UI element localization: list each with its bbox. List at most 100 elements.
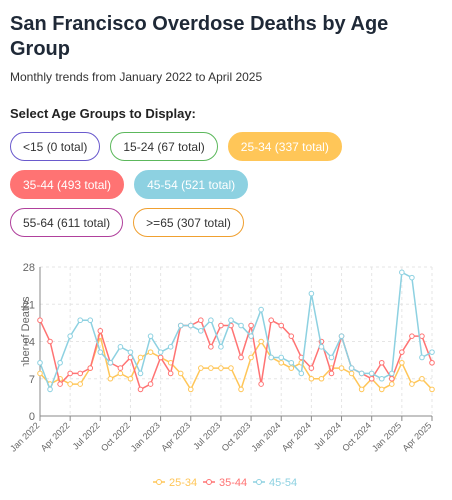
point — [258, 338, 264, 345]
point — [328, 370, 335, 377]
x-tick-label: Jan 2022 — [8, 420, 41, 453]
filter-button[interactable]: 15-24 (67 total) — [110, 132, 218, 161]
point — [228, 365, 234, 371]
title: San Francisco Overdose Deaths by Age Gro… — [10, 13, 389, 60]
x-tick-label: Apr 2023 — [159, 420, 192, 453]
point — [167, 370, 174, 377]
point — [228, 317, 234, 324]
x-tick-label: Apr 2024 — [280, 420, 313, 453]
x-tick-label: Jan 2024 — [249, 420, 282, 453]
point — [258, 306, 264, 313]
point — [409, 333, 415, 339]
legend-marker — [256, 479, 262, 485]
point — [248, 322, 254, 329]
point — [429, 349, 435, 355]
point — [208, 365, 214, 371]
x-tick-label: Jul 2022 — [71, 420, 102, 451]
point — [127, 375, 134, 382]
point — [47, 338, 53, 345]
point — [87, 365, 94, 371]
filter-button[interactable]: <15 (0 total) — [10, 132, 101, 161]
point — [137, 386, 144, 393]
point — [87, 317, 94, 324]
y-tick-label: 28 — [23, 262, 35, 274]
point — [368, 370, 375, 377]
y-tick-label: 0 — [29, 411, 35, 423]
point — [218, 365, 224, 371]
point — [358, 370, 365, 377]
point — [167, 344, 174, 350]
x-tick-label: Apr 2025 — [401, 420, 434, 453]
point — [97, 328, 104, 334]
point — [368, 375, 375, 382]
point — [47, 386, 53, 393]
point — [37, 317, 43, 324]
point — [288, 333, 295, 339]
point — [278, 322, 285, 329]
point — [107, 359, 114, 366]
point — [248, 333, 254, 339]
filter-button[interactable]: 45-54 (521 total) — [134, 170, 249, 199]
point — [308, 290, 315, 297]
point — [388, 370, 395, 377]
point — [117, 365, 124, 371]
point — [338, 365, 345, 371]
point — [429, 359, 435, 366]
point — [328, 354, 335, 361]
point — [419, 354, 425, 361]
point — [137, 370, 144, 377]
point — [318, 375, 325, 382]
filter-button[interactable]: 55-64 (611 total) — [10, 208, 124, 237]
filter-button[interactable]: 25-34 (337 total) — [227, 132, 342, 161]
filter-button[interactable]: 35-44 (493 total) — [10, 170, 125, 199]
point — [147, 333, 154, 339]
x-tick-label: Oct 2023 — [220, 420, 253, 453]
series-line — [39, 333, 433, 392]
legend-marker — [206, 479, 212, 485]
point — [157, 354, 164, 361]
point — [77, 370, 84, 377]
point — [177, 322, 184, 329]
y-axis-title: Number of Deaths — [20, 296, 32, 386]
point — [378, 386, 385, 393]
point — [308, 365, 315, 371]
point — [298, 370, 305, 377]
point — [348, 370, 355, 377]
point — [147, 381, 154, 387]
point — [107, 375, 114, 382]
filter-button[interactable]: >=65 (307 total) — [133, 208, 244, 237]
point — [238, 386, 244, 393]
point — [137, 354, 144, 361]
x-tick-label: Jul 2023 — [191, 420, 222, 451]
point — [358, 386, 365, 393]
point — [198, 317, 204, 324]
point — [258, 381, 264, 387]
legend-marker — [156, 479, 162, 485]
y-tick-label: 7 — [29, 374, 35, 386]
x-tick-label: Jul 2024 — [312, 420, 343, 451]
point — [67, 381, 73, 387]
point — [67, 370, 73, 377]
x-tick-label: Apr 2022 — [39, 420, 72, 453]
x-tick-label: Jan 2023 — [129, 420, 162, 453]
point — [198, 365, 204, 371]
point — [67, 333, 73, 339]
legend-label: 35-44 — [219, 477, 247, 489]
point — [97, 349, 104, 355]
point — [208, 344, 214, 350]
point — [177, 370, 184, 377]
point — [348, 365, 355, 371]
point — [77, 381, 84, 387]
point — [218, 322, 224, 329]
legend-label: 25-34 — [169, 477, 197, 489]
legend-label: 45-54 — [269, 477, 297, 489]
y-tick-label: 14 — [23, 337, 35, 349]
x-tick-label: Oct 2022 — [99, 420, 132, 453]
filter-buttons: <15 (0 total) 15-24 (67 total) 25-34 (337 … — [10, 132, 370, 237]
point — [37, 359, 43, 366]
point — [419, 375, 425, 382]
point — [409, 274, 415, 281]
series-line — [39, 271, 433, 392]
